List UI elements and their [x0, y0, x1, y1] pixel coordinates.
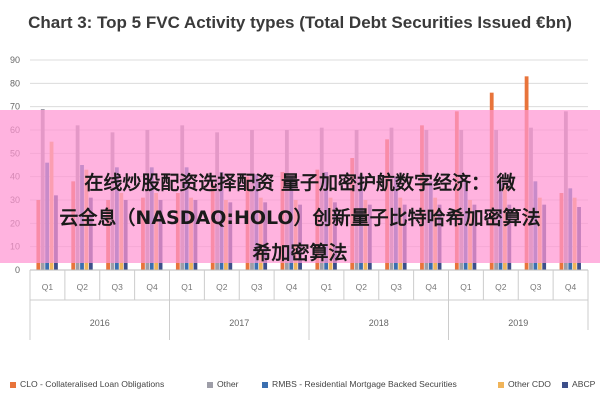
- x-tick-label: Q1: [42, 282, 54, 292]
- x-axis: Q1 Q2 Q3 Q4 Q1 Q2 Q3 Q4 Q1 Q2 Q3 Q4 Q1 Q2 Q3 Q4 2016 2017…: [29, 269, 589, 340]
- x-tick-label: Q3: [251, 282, 263, 292]
- overlay-line-2: 云全息（NASDAQ:HOLO）创新量子比特哈希加密算法: [59, 207, 541, 229]
- x-tick-label: Q1: [321, 282, 333, 292]
- y-tick-label: 90: [10, 55, 20, 65]
- x-year-label: 2017: [229, 318, 249, 328]
- x-year-label: 2016: [90, 318, 110, 328]
- legend-item-clo: CLO - Collateralised Loan Obligations: [10, 379, 164, 389]
- x-tick-label: Q2: [356, 282, 368, 292]
- legend-label-other: Other: [217, 379, 239, 389]
- x-tick-label: Q2: [77, 282, 89, 292]
- overlay-line-3: 希加密算法: [252, 242, 348, 264]
- y-tick-label: 70: [10, 102, 20, 112]
- legend-swatch-rmbs: [262, 381, 268, 388]
- legend-item-rmbs: RMBS - Residential Mortgage Backed Secur…: [262, 379, 457, 389]
- x-tick-label: Q4: [146, 282, 158, 292]
- legend-swatch-abcp: [562, 381, 568, 388]
- x-tick-label: Q3: [391, 282, 403, 292]
- overlay-banner: 在线炒股配资选择配资 量子加密护航数字经济： 微 云全息（NASDAQ:HOLO…: [0, 110, 600, 264]
- legend-swatch-other: [207, 381, 213, 388]
- x-year-label: 2018: [369, 318, 389, 328]
- legend-item-other-cdo: Other CDO: [498, 379, 551, 389]
- x-tick-label: Q4: [286, 282, 298, 292]
- chart-title: Chart 3: Top 5 FVC Activity types (Total…: [28, 13, 572, 32]
- legend: CLO - Collateralised Loan Obligations Ot…: [10, 379, 600, 395]
- legend-item-abcp: ABCP: [562, 379, 595, 389]
- legend-label-other-cdo: Other CDO: [508, 379, 551, 389]
- legend-item-other: Other: [207, 379, 239, 389]
- y-tick-label: 80: [10, 78, 20, 88]
- legend-swatch-other-cdo: [498, 381, 504, 388]
- x-tick-label: Q3: [530, 282, 542, 292]
- x-tick-label: Q3: [112, 282, 124, 292]
- legend-label-clo: CLO - Collateralised Loan Obligations: [20, 379, 165, 389]
- legend-label-abcp: ABCP: [572, 379, 596, 389]
- x-tick-label: Q2: [495, 282, 507, 292]
- x-tick-label: Q1: [181, 282, 193, 292]
- x-tick-label: Q2: [216, 282, 228, 292]
- x-year-label: 2019: [508, 318, 528, 328]
- x-tick-label: Q1: [460, 282, 472, 292]
- y-tick-label: 0: [15, 265, 20, 275]
- legend-swatch-clo: [10, 381, 16, 388]
- x-tick-label: Q4: [565, 282, 577, 292]
- overlay-line-1: 在线炒股配资选择配资 量子加密护航数字经济： 微: [84, 172, 516, 194]
- legend-label-rmbs: RMBS - Residential Mortgage Backed Secur…: [272, 379, 457, 389]
- x-tick-label: Q4: [425, 282, 437, 292]
